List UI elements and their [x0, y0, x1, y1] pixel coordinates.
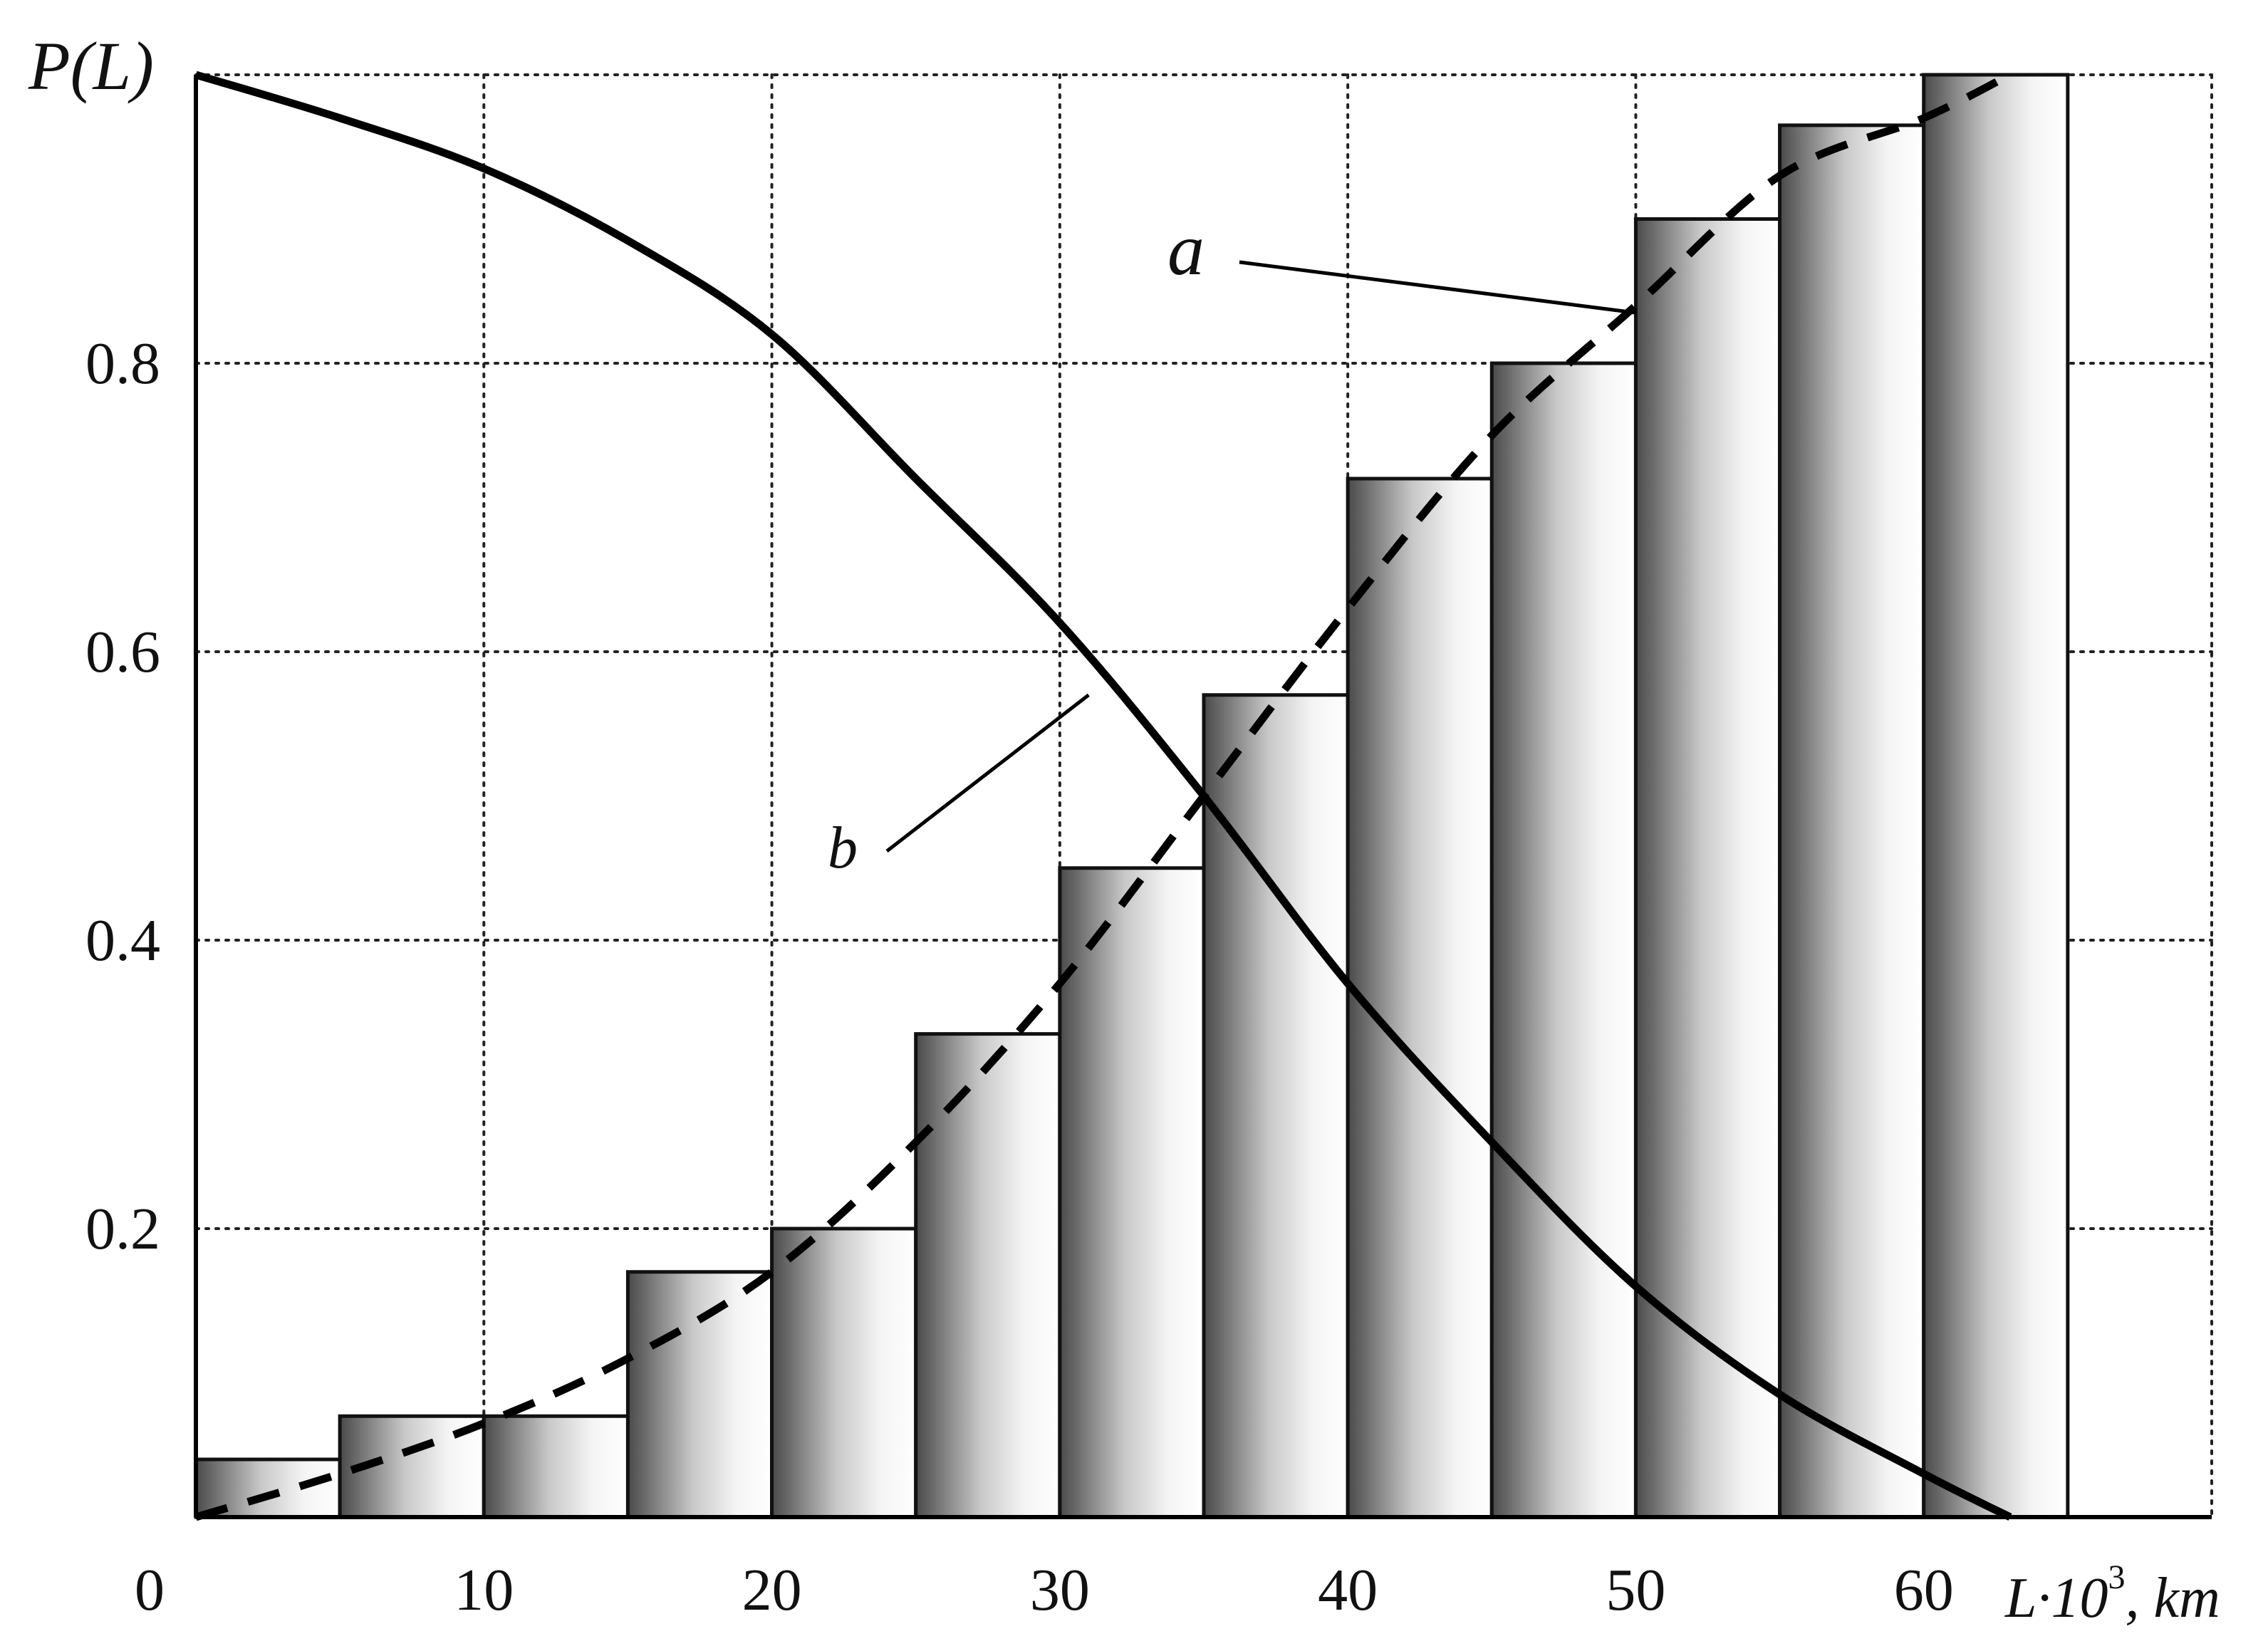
y-tick-label: 0.6 [85, 619, 160, 685]
histogram-bar [1346, 476, 1494, 1519]
x-tick-label: 20 [742, 1557, 802, 1623]
tick-labels: 0 10 20 30 40 50 60 0.2 0.4 0.6 0.8 P(L) L·103, km [28, 28, 2220, 1630]
annotation-label-a: a [1167, 209, 1205, 291]
x-axis-label: L·103, km [2004, 1558, 2220, 1630]
curve-b-solid [194, 71, 2012, 1521]
x-tick-label: 30 [1030, 1557, 1090, 1623]
x-tick-label: 60 [1894, 1557, 1954, 1623]
axes [194, 75, 2212, 1519]
x-tick-label: 40 [1318, 1557, 1378, 1623]
x-tick-label: 50 [1606, 1557, 1665, 1623]
y-tick-label: 0.4 [85, 907, 160, 974]
annotation-leader-b [885, 693, 1090, 853]
histogram-bar [1778, 123, 1926, 1519]
histogram-bar [1633, 217, 1782, 1519]
y-tick-label: 0.8 [85, 330, 160, 397]
histogram-bar [482, 1414, 630, 1519]
histogram-bar [770, 1226, 918, 1519]
histogram-bar [625, 1270, 774, 1519]
y-tick-label: 0.2 [85, 1196, 160, 1262]
curves [194, 71, 2012, 1521]
histogram-bar [1922, 73, 2070, 1519]
x-tick-label: 10 [454, 1557, 514, 1623]
histogram-bar [914, 1032, 1062, 1519]
histogram-bar [1058, 866, 1206, 1519]
annotation-label-b: b [828, 815, 858, 881]
histogram-bar [1489, 361, 1638, 1519]
y-axis-label: P(L) [28, 28, 154, 104]
annotations: ab [828, 209, 1636, 881]
curve-a-dashed [194, 71, 2012, 1521]
histogram-bars [194, 73, 2070, 1519]
x-tick-label: 0 [135, 1557, 165, 1623]
annotation-leader-a [1239, 260, 1636, 315]
